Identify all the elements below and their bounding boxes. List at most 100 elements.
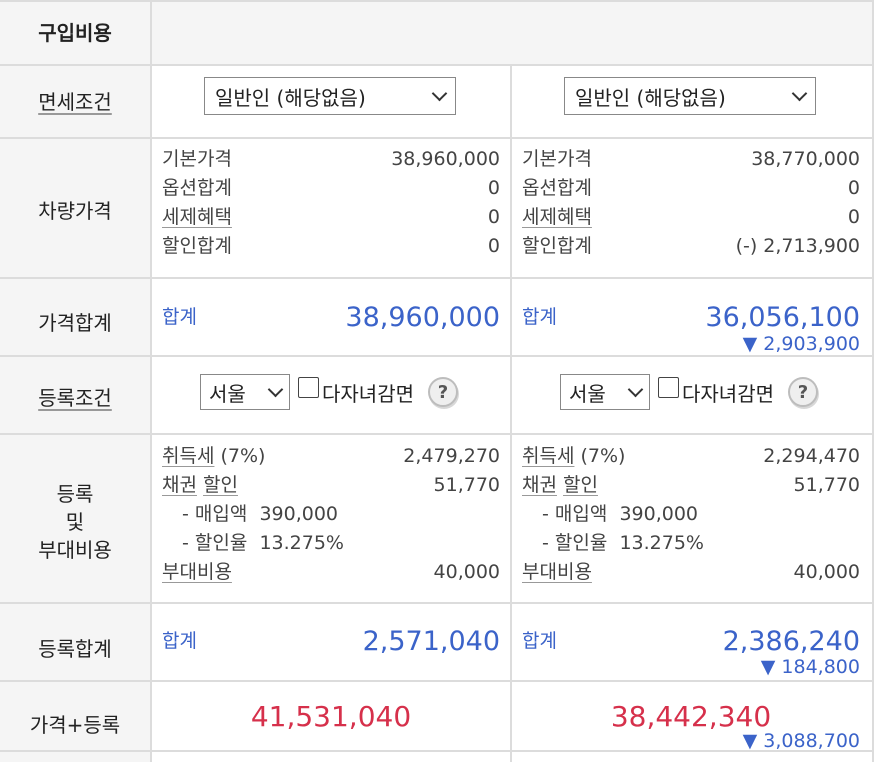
column-divider — [150, 0, 152, 762]
discount-rate-row: - 할인율 13.275% — [542, 529, 742, 558]
tax-benefit-value: 0 — [847, 206, 860, 228]
acquisition-tax-link[interactable]: 취득세 — [162, 445, 215, 467]
acquisition-tax-value: 2,479,270 — [403, 445, 500, 467]
help-glyph: ? — [797, 381, 809, 403]
help-icon[interactable]: ? — [428, 377, 458, 407]
row-divider — [0, 433, 874, 435]
region-select[interactable]: 서울 — [200, 374, 290, 410]
multichild-checkbox[interactable] — [658, 377, 679, 398]
registration-sum-value: 2,386,240 — [722, 626, 860, 657]
discount-total-label: 할인합계 — [522, 235, 592, 257]
row-divider — [0, 277, 874, 279]
base-price-value: 38,960,000 — [391, 148, 500, 170]
price-total-text: 가격합계 — [38, 311, 112, 335]
purchase-amount-row: - 매입액 390,000 — [542, 500, 742, 529]
tax-condition-select[interactable]: 일반인 (해당없음) — [204, 77, 456, 115]
acquisition-tax-label[interactable]: 취득세 (7%) — [522, 442, 722, 471]
acquisition-tax-label[interactable]: 취득세 (7%) — [162, 442, 362, 471]
bond-discount-label[interactable]: 채권 할인 — [522, 471, 722, 500]
tax-benefit-label[interactable]: 세제혜택 — [522, 203, 672, 232]
registration-total-label: 등록합계 — [0, 610, 150, 688]
tax-benefit-value: 0 — [487, 206, 500, 228]
vehicle-price-label: 차량가격 — [0, 138, 150, 284]
region-value: 서울 — [569, 381, 606, 406]
registration-condition-text[interactable]: 등록조건 — [38, 386, 112, 410]
chevron-down-icon — [791, 85, 808, 101]
bond-link[interactable]: 채권 — [522, 474, 557, 496]
help-glyph: ? — [437, 381, 449, 403]
grand-total-value: 38,442,340 — [610, 700, 772, 733]
chevron-down-icon — [267, 381, 284, 397]
multichild-label[interactable]: 다자녀감면 — [682, 382, 774, 406]
purchase-amount-label: - 매입액 — [182, 503, 248, 525]
help-icon[interactable]: ? — [788, 377, 818, 407]
discount-rate-label: - 할인율 — [182, 532, 248, 554]
registration-sum-value: 2,571,040 — [362, 626, 500, 657]
bond-discount-link[interactable]: 할인 — [203, 474, 238, 496]
grand-total-delta: ▼ 3,088,700 — [742, 730, 860, 752]
registration-condition-label[interactable]: 등록조건 — [0, 362, 150, 434]
purchase-amount-value: 390,000 — [259, 503, 339, 525]
price-sum-delta: ▼ 2,903,900 — [742, 333, 860, 355]
grand-total-value: 41,531,040 — [250, 700, 412, 733]
registration-line2: 및 — [65, 510, 85, 534]
base-price-value: 38,770,000 — [751, 148, 860, 170]
base-price-label: 기본가격 — [522, 148, 592, 170]
discount-total-label: 할인합계 — [162, 235, 232, 257]
registration-costs-label: 등록 및 부대비용 — [0, 434, 150, 610]
multichild-label[interactable]: 다자녀감면 — [322, 382, 414, 406]
tax-condition-value: 일반인 (해당없음) — [575, 85, 726, 110]
tax-condition-label[interactable]: 면세조건 — [0, 66, 150, 138]
bond-discount-link[interactable]: 할인 — [563, 474, 598, 496]
chevron-down-icon — [431, 85, 448, 101]
extra-cost-link[interactable]: 부대비용 — [522, 561, 592, 583]
price-plus-registration-text: 가격+등록 — [29, 713, 121, 737]
registration-sum-label: 합계 — [522, 630, 557, 652]
acquisition-tax-link[interactable]: 취득세 — [522, 445, 575, 467]
tax-condition-value: 일반인 (해당없음) — [215, 85, 366, 110]
row-divider — [0, 750, 874, 752]
discount-total-value: (-) 2,713,900 — [735, 235, 860, 257]
registration-line3: 부대비용 — [38, 538, 112, 562]
discount-rate-row: - 할인율 13.275% — [182, 529, 382, 558]
tax-condition-text[interactable]: 면세조건 — [38, 90, 112, 114]
chevron-down-icon — [627, 381, 644, 397]
extra-cost-value: 40,000 — [433, 561, 500, 583]
price-sum-value: 38,960,000 — [345, 302, 500, 333]
row-divider — [0, 355, 874, 357]
bond-discount-label[interactable]: 채권 할인 — [162, 471, 362, 500]
multichild-checkbox[interactable] — [298, 377, 319, 398]
tax-condition-select[interactable]: 일반인 (해당없음) — [564, 77, 816, 115]
option-total-value: 0 — [487, 177, 500, 199]
price-sum-label: 합계 — [162, 306, 197, 328]
discount-total-value: 0 — [487, 235, 500, 257]
tax-benefit-label[interactable]: 세제혜택 — [162, 203, 312, 232]
extra-cost-label[interactable]: 부대비용 — [162, 558, 362, 587]
discount-rate-value: 13.275% — [619, 532, 704, 554]
bond-discount-value: 51,770 — [433, 474, 500, 496]
extra-cost-label[interactable]: 부대비용 — [522, 558, 722, 587]
row-divider — [0, 0, 874, 2]
acquisition-tax-rate: (7%) — [220, 445, 266, 467]
tax-benefit-link[interactable]: 세제혜택 — [162, 206, 232, 228]
row-divider — [0, 64, 874, 66]
bond-link[interactable]: 채권 — [162, 474, 197, 496]
registration-line1: 등록 — [56, 482, 94, 506]
vehicle-price-text: 차량가격 — [38, 199, 112, 223]
acquisition-tax-value: 2,294,470 — [763, 445, 860, 467]
row-divider — [0, 680, 874, 682]
header-label: 구입비용 — [0, 0, 150, 66]
price-sum-value: 36,056,100 — [705, 302, 860, 333]
header-label-text: 구입비용 — [38, 21, 112, 45]
bond-discount-value: 51,770 — [793, 474, 860, 496]
extra-cost-link[interactable]: 부대비용 — [162, 561, 232, 583]
base-price-label: 기본가격 — [162, 148, 232, 170]
discount-rate-label: - 할인율 — [542, 532, 608, 554]
registration-total-text: 등록합계 — [38, 637, 112, 661]
extra-cost-value: 40,000 — [793, 561, 860, 583]
discount-rate-value: 13.275% — [259, 532, 344, 554]
price-plus-registration-label: 가격+등록 — [0, 688, 150, 762]
acquisition-tax-rate: (7%) — [580, 445, 626, 467]
region-select[interactable]: 서울 — [560, 374, 650, 410]
tax-benefit-link[interactable]: 세제혜택 — [522, 206, 592, 228]
